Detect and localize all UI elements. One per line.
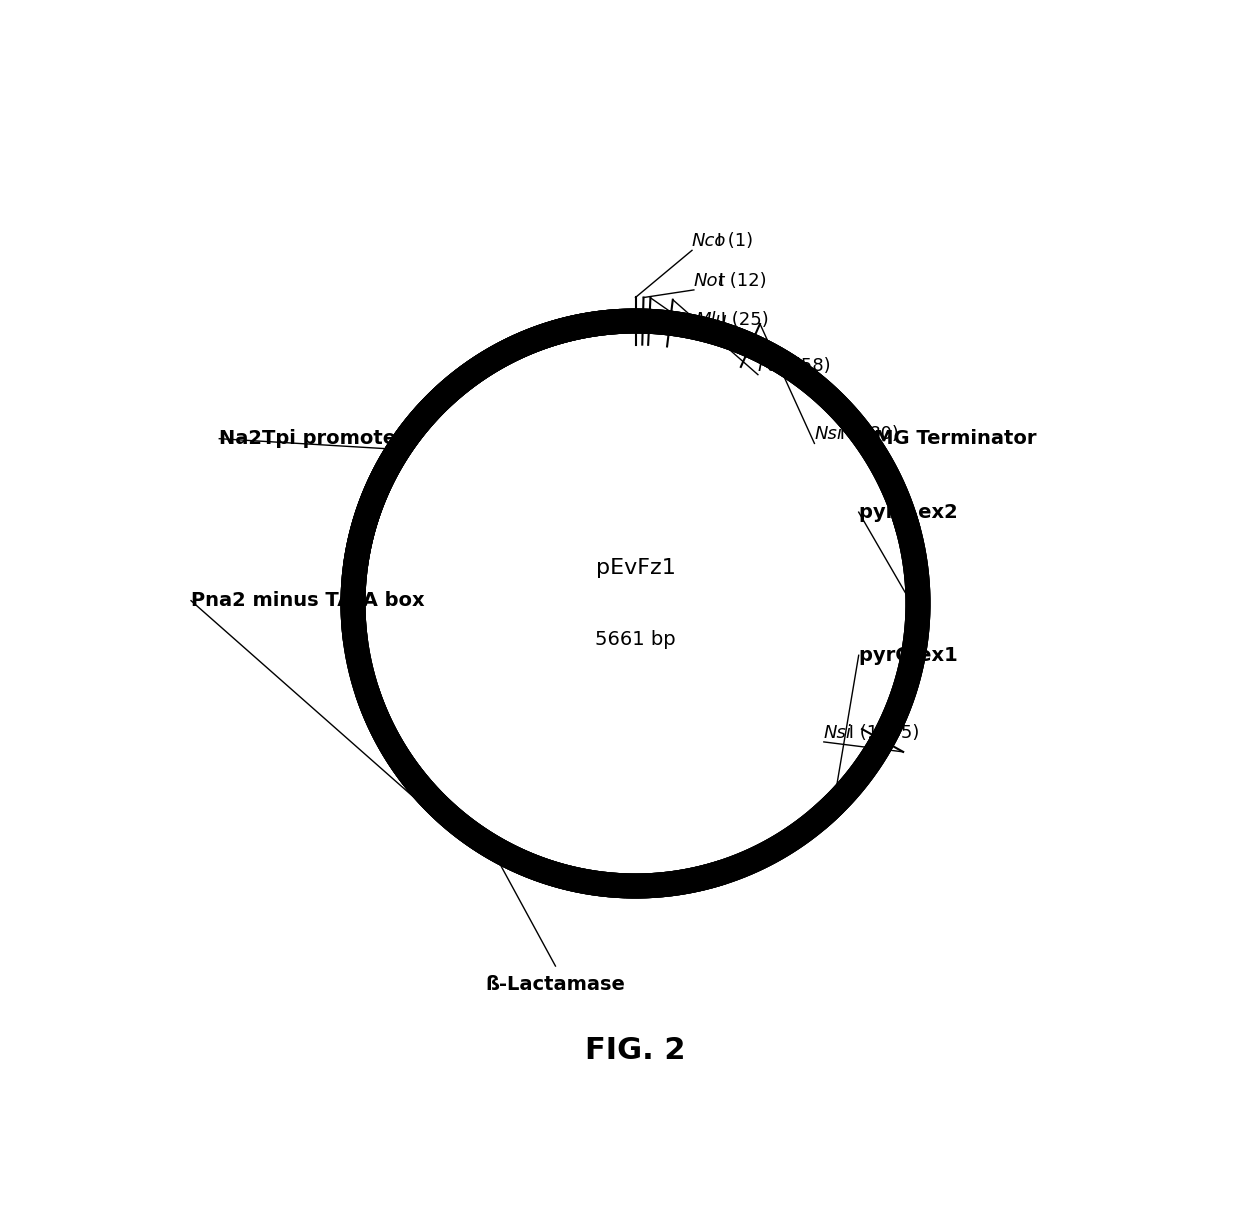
Text: Pac: Pac: [758, 357, 790, 374]
Text: FIG. 2: FIG. 2: [585, 1036, 686, 1065]
Text: Nco: Nco: [692, 232, 727, 251]
Text: pyrG ex2: pyrG ex2: [858, 503, 957, 522]
Text: I (25): I (25): [715, 312, 769, 329]
Text: Mlu: Mlu: [696, 312, 728, 329]
Text: Na2Tpi promoter: Na2Tpi promoter: [219, 429, 405, 448]
Text: Pna2 minus TATA box: Pna2 minus TATA box: [191, 591, 424, 610]
Text: AMG Terminator: AMG Terminator: [858, 429, 1037, 448]
Text: Nsi: Nsi: [823, 724, 852, 742]
Text: Not: Not: [694, 272, 725, 290]
Text: ß-Lactamase: ß-Lactamase: [486, 976, 625, 994]
Text: pyrG ex1: pyrG ex1: [858, 646, 957, 665]
Text: 5661 bp: 5661 bp: [595, 630, 676, 648]
Text: I (1865): I (1865): [843, 724, 919, 742]
Text: I (58): I (58): [777, 357, 831, 374]
Text: pEvFz1: pEvFz1: [595, 558, 676, 577]
Text: I (1): I (1): [712, 232, 754, 251]
Text: I (12): I (12): [713, 272, 766, 290]
Text: I (380): I (380): [833, 426, 899, 444]
Text: Nsi: Nsi: [815, 426, 842, 444]
